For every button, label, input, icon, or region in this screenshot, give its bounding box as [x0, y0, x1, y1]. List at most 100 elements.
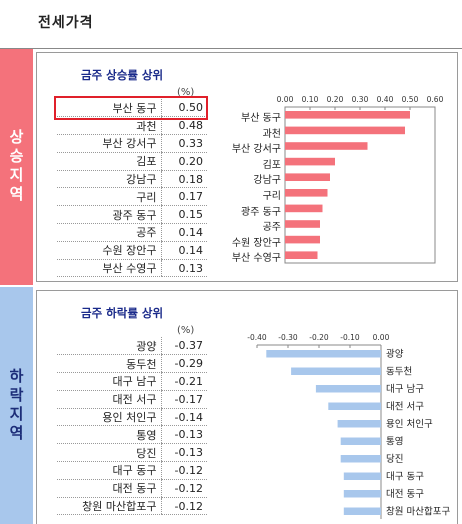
table-row: 과천 0.48	[57, 116, 207, 136]
region-name: 당진	[57, 443, 161, 463]
region-value: 0.48	[160, 116, 207, 136]
category-label: 대전 서구	[386, 402, 424, 413]
region-value: 0.17	[160, 187, 207, 207]
region-name: 부산 수영구	[57, 259, 161, 278]
region-name: 대구 동구	[57, 461, 161, 480]
table-row: 대전 동구 -0.12	[57, 479, 207, 498]
tick-label: -0.10	[340, 333, 360, 342]
table-row: 통영 -0.13	[57, 425, 207, 445]
bar	[340, 437, 381, 445]
region-value: -0.12	[160, 479, 207, 498]
region-name: 부산 강서구	[57, 134, 161, 153]
table-row: 광주 동구 0.15	[57, 205, 207, 225]
bar	[340, 455, 381, 463]
region-value: 0.50	[160, 99, 207, 118]
region-value: 0.20	[160, 152, 207, 171]
table-row: 부산 수영구 0.13	[57, 259, 207, 278]
table-row: 강남구 0.18	[57, 170, 207, 189]
table-row: 용인 처인구 -0.14	[57, 408, 207, 427]
region-value: 0.14	[160, 223, 207, 242]
category-label: 과천	[262, 128, 281, 140]
region-value: 0.13	[160, 259, 207, 278]
category-label: 수원 장안구	[231, 237, 281, 249]
region-name: 대전 서구	[57, 390, 161, 409]
rise-table: 부산 동구 0.50 과천 0.48 부산 강서구 0.33 김포 0.20 강남구 0.18 구리…	[57, 99, 207, 278]
region-value: 0.18	[160, 170, 207, 189]
category-label: 당진	[386, 454, 403, 465]
region-name: 동두천	[57, 354, 161, 374]
side-label-fall: 하락지역	[0, 287, 33, 524]
table-row: 대전 서구 -0.17	[57, 390, 207, 409]
fall-table: 광양 -0.37 동두천 -0.29 대구 남구 -0.21 대전 서구 -0.17 용인 처인…	[57, 337, 207, 516]
region-name: 통영	[57, 425, 161, 445]
bar	[266, 350, 381, 358]
region-value: -0.13	[160, 443, 207, 463]
category-label: 김포	[262, 159, 281, 171]
region-name: 수원 장안구	[57, 241, 161, 260]
tick-label: 0.10	[302, 95, 319, 104]
category-label: 강남구	[253, 175, 281, 187]
region-name: 과천	[57, 116, 161, 136]
region-value: -0.13	[160, 425, 207, 445]
category-label: 대구 동구	[386, 472, 424, 483]
region-name: 창원 마산합포구	[57, 497, 161, 516]
region-name: 부산 동구	[57, 99, 161, 118]
tick-label: 0.20	[327, 95, 344, 104]
region-value: -0.37	[160, 337, 207, 356]
table-row: 김포 0.20	[57, 152, 207, 171]
tick-label: 0.00	[373, 333, 390, 342]
tick-label: -0.40	[247, 333, 267, 342]
category-label: 통영	[386, 437, 403, 448]
bar	[285, 157, 335, 166]
table-row: 구리 0.17	[57, 187, 207, 207]
region-name: 구리	[57, 187, 161, 207]
table-row: 동두천 -0.29	[57, 354, 207, 374]
table-row: 부산 강서구 0.33	[57, 134, 207, 153]
table-row: 창원 마산합포구 -0.12	[57, 497, 207, 516]
category-label: 광주 동구	[241, 206, 281, 218]
fall-unit: (%)	[177, 325, 195, 336]
region-value: -0.29	[160, 354, 207, 374]
table-row: 부산 동구 0.50	[57, 99, 207, 118]
bar	[285, 235, 320, 244]
content-frame	[0, 48, 462, 524]
bar	[343, 472, 381, 480]
side-label-rise: 상승지역	[0, 49, 33, 285]
table-row: 대구 남구 -0.21	[57, 372, 207, 391]
region-name: 광양	[57, 337, 161, 356]
region-value: 0.33	[160, 134, 207, 153]
table-row: 수원 장안구 0.14	[57, 241, 207, 260]
bar	[343, 490, 381, 498]
tick-label: 0.30	[352, 95, 369, 104]
highlight-box	[54, 96, 208, 120]
region-value: -0.12	[160, 497, 207, 516]
bar	[337, 420, 381, 428]
tick-label: -0.30	[278, 333, 298, 342]
region-name: 강남구	[57, 170, 161, 189]
table-row: 공주 0.14	[57, 223, 207, 242]
bar	[285, 204, 323, 213]
category-label: 부산 강서구	[231, 144, 281, 156]
tick-label: 0.60	[427, 95, 444, 104]
category-label: 부산 동구	[241, 113, 281, 124]
fall-panel: 금주 하락률 상위 (%) 광양 -0.37 동두천 -0.29 대구 남구 -0.21 대…	[36, 290, 458, 524]
bar	[285, 126, 405, 135]
bar	[285, 220, 320, 228]
region-value: -0.21	[160, 372, 207, 391]
tick-label: 0.00	[277, 95, 294, 104]
bar	[285, 142, 368, 150]
bar	[291, 367, 381, 375]
category-label: 광양	[386, 348, 404, 360]
category-label: 대구 남구	[386, 384, 424, 395]
table-row: 광양 -0.37	[57, 337, 207, 356]
region-value: -0.12	[160, 461, 207, 480]
region-name: 김포	[57, 152, 161, 171]
bar	[285, 189, 328, 197]
region-name: 용인 처인구	[57, 408, 161, 427]
tick-label: 0.40	[377, 95, 394, 104]
category-label: 창원 마산합포구	[386, 507, 450, 518]
table-row: 당진 -0.13	[57, 443, 207, 463]
bar	[285, 173, 330, 181]
bar	[328, 402, 381, 410]
